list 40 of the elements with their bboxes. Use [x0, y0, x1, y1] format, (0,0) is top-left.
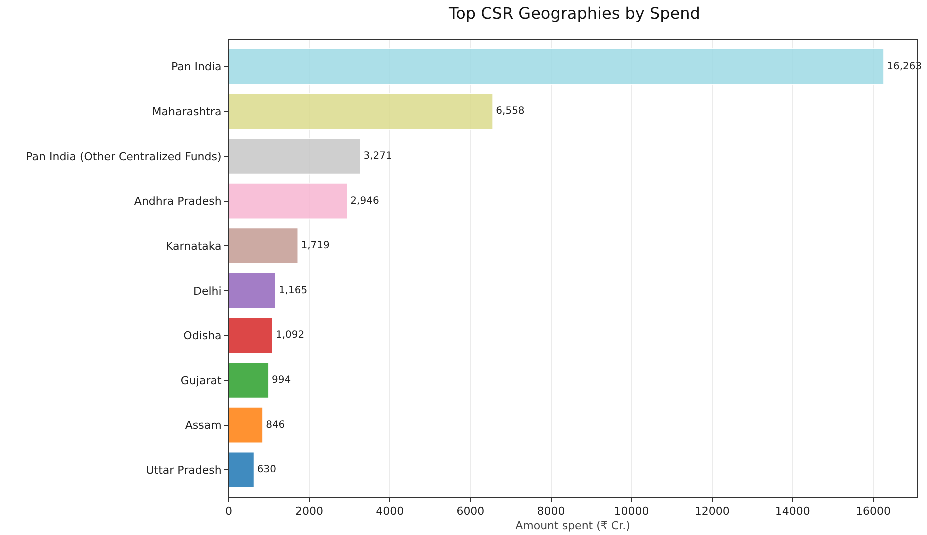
x-tick-label: 0	[226, 505, 232, 518]
data-label: 846	[266, 420, 286, 431]
y-tick-label: Andhra Pradesh	[134, 195, 222, 208]
bar	[229, 228, 299, 265]
y-tick-label: Delhi	[193, 284, 222, 298]
x-tick-label: 10000	[614, 505, 650, 518]
x-tick-label: 4000	[376, 505, 404, 518]
bar	[229, 182, 348, 220]
data-label: 630	[257, 464, 276, 476]
bar	[229, 317, 274, 354]
data-label: 2,946	[350, 196, 380, 207]
data-label: 3,271	[364, 150, 392, 162]
y-tick-label: Pan India	[171, 60, 222, 74]
bar	[229, 452, 255, 489]
bar	[229, 48, 885, 86]
x-tick-label: 8000	[537, 505, 566, 518]
x-tick-label: 2000	[296, 505, 324, 518]
y-tick-label: Karnataka	[166, 240, 222, 253]
y-tick-label: Uttar Pradesh	[146, 464, 222, 477]
y-tick-label: Assam	[185, 419, 222, 432]
bar	[229, 362, 270, 399]
bar	[229, 93, 494, 130]
y-tick-label: Gujarat	[180, 374, 222, 388]
bar	[229, 138, 362, 175]
data-label: 1,092	[276, 330, 305, 342]
data-label: 994	[272, 375, 292, 386]
y-tick-label: Pan India (Other Centralized Funds)	[26, 150, 222, 164]
data-label: 1,719	[301, 240, 330, 252]
x-tick-label: 12000	[694, 505, 730, 518]
x-tick-label: 16000	[856, 505, 891, 518]
data-label: 6,558	[496, 106, 525, 118]
x-tick-label: 14000	[775, 505, 810, 518]
y-tick-label: Odisha	[184, 330, 222, 343]
bar	[229, 272, 276, 310]
chart-title: Top CSR Geographies by Spend	[448, 4, 700, 24]
x-tick-label: 6000	[456, 505, 485, 518]
data-label: 1,165	[278, 285, 308, 296]
y-tick-label: Maharashtra	[152, 106, 222, 119]
x-axis-title: Amount spent (₹ Cr.)	[516, 519, 630, 532]
bar	[229, 406, 264, 444]
